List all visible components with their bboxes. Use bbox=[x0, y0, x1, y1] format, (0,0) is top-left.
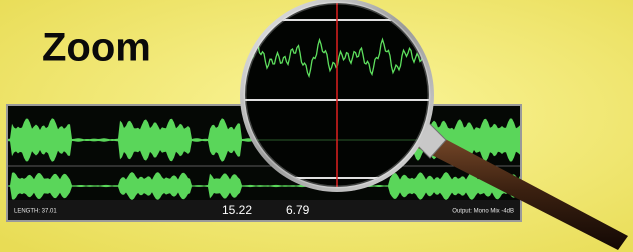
length-label: LENGTH: 37.01 bbox=[14, 209, 57, 215]
title: Zoom bbox=[42, 26, 151, 70]
end-time: 6.79 bbox=[286, 203, 310, 217]
start-time: 15.22 bbox=[222, 203, 252, 217]
illustration: Zoom LENGTH: 37.01 15.22 6.79 Output: Mo… bbox=[0, 0, 633, 252]
page: Zoom LENGTH: 37.01 15.22 6.79 Output: Mo… bbox=[0, 0, 633, 252]
output-label: Output: Mono Mix -4dB bbox=[452, 209, 514, 215]
status-bar bbox=[8, 200, 520, 220]
